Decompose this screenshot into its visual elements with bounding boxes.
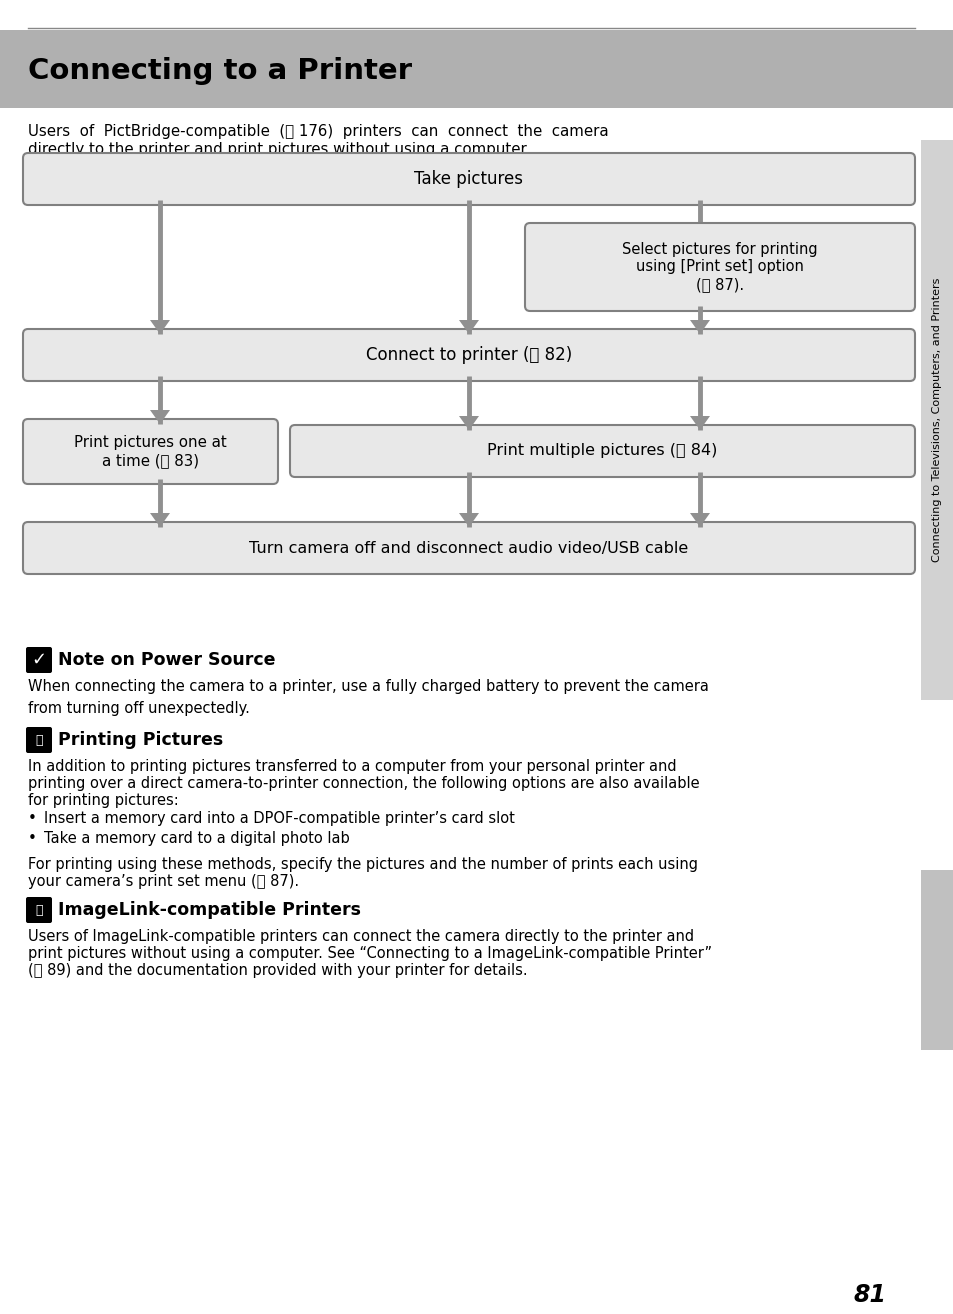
Text: Print pictures one at
a time (Ⓝ 83): Print pictures one at a time (Ⓝ 83) xyxy=(74,435,227,468)
Text: ImageLink-compatible Printers: ImageLink-compatible Printers xyxy=(58,901,360,918)
Text: Take a memory card to a digital photo lab: Take a memory card to a digital photo la… xyxy=(44,830,350,846)
FancyBboxPatch shape xyxy=(23,522,914,574)
Bar xyxy=(920,141,953,700)
Text: Insert a memory card into a DPOF-compatible printer’s card slot: Insert a memory card into a DPOF-compati… xyxy=(44,811,515,827)
Text: (Ⓝ 89) and the documentation provided with your printer for details.: (Ⓝ 89) and the documentation provided wi… xyxy=(28,963,527,978)
FancyBboxPatch shape xyxy=(23,419,277,484)
FancyBboxPatch shape xyxy=(26,646,52,673)
Polygon shape xyxy=(689,321,709,334)
Text: In addition to printing pictures transferred to a computer from your personal pr: In addition to printing pictures transfe… xyxy=(28,759,676,774)
Text: for printing pictures:: for printing pictures: xyxy=(28,794,178,808)
Text: Ⓜ: Ⓜ xyxy=(35,733,43,746)
FancyBboxPatch shape xyxy=(290,424,914,477)
Bar xyxy=(0,30,953,108)
Text: For printing using these methods, specify the pictures and the number of prints : For printing using these methods, specif… xyxy=(28,857,698,872)
FancyBboxPatch shape xyxy=(23,152,914,205)
Polygon shape xyxy=(150,321,170,334)
Text: Connect to printer (Ⓝ 82): Connect to printer (Ⓝ 82) xyxy=(366,346,572,364)
Text: printing over a direct camera-to-printer connection, the following options are a: printing over a direct camera-to-printer… xyxy=(28,777,699,791)
Text: directly to the printer and print pictures without using a computer.: directly to the printer and print pictur… xyxy=(28,142,530,156)
Text: When connecting the camera to a printer, use a fully charged battery to prevent : When connecting the camera to a printer,… xyxy=(28,679,708,716)
Text: ✓: ✓ xyxy=(31,650,47,669)
Text: 81: 81 xyxy=(853,1282,885,1307)
Text: Turn camera off and disconnect audio video/USB cable: Turn camera off and disconnect audio vid… xyxy=(249,540,688,556)
Text: Note on Power Source: Note on Power Source xyxy=(58,650,275,669)
Polygon shape xyxy=(458,512,478,527)
Text: Ⓜ: Ⓜ xyxy=(35,904,43,916)
Text: Connecting to a Printer: Connecting to a Printer xyxy=(28,57,412,85)
Polygon shape xyxy=(150,410,170,424)
Polygon shape xyxy=(689,417,709,430)
FancyBboxPatch shape xyxy=(524,223,914,311)
Polygon shape xyxy=(689,512,709,527)
Text: your camera’s print set menu (Ⓝ 87).: your camera’s print set menu (Ⓝ 87). xyxy=(28,874,299,890)
Text: Print multiple pictures (Ⓝ 84): Print multiple pictures (Ⓝ 84) xyxy=(487,444,717,459)
Text: Printing Pictures: Printing Pictures xyxy=(58,731,223,749)
Polygon shape xyxy=(458,417,478,430)
Text: Users  of  PictBridge-compatible  (Ⓝ 176)  printers  can  connect  the  camera: Users of PictBridge-compatible (Ⓝ 176) p… xyxy=(28,124,608,139)
FancyBboxPatch shape xyxy=(23,328,914,381)
Text: Users of ImageLink-compatible printers can connect the camera directly to the pr: Users of ImageLink-compatible printers c… xyxy=(28,929,694,943)
Text: print pictures without using a computer. See “Connecting to a ImageLink-compatib: print pictures without using a computer.… xyxy=(28,946,711,961)
Text: •: • xyxy=(28,830,37,846)
Polygon shape xyxy=(150,512,170,527)
Bar xyxy=(920,870,953,1050)
Text: Select pictures for printing
using [Print set] option
(Ⓝ 87).: Select pictures for printing using [Prin… xyxy=(621,242,817,292)
FancyBboxPatch shape xyxy=(26,897,52,922)
FancyBboxPatch shape xyxy=(26,727,52,753)
Text: Take pictures: Take pictures xyxy=(414,170,523,188)
Polygon shape xyxy=(458,321,478,334)
Text: •: • xyxy=(28,811,37,827)
Text: Connecting to Televisions, Computers, and Printers: Connecting to Televisions, Computers, an… xyxy=(931,277,941,562)
